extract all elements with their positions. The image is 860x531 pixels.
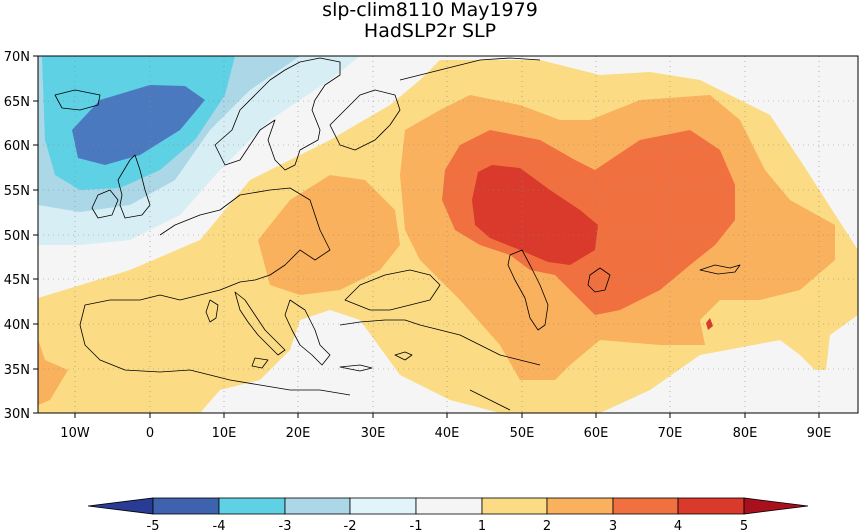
x-tick-label: 0 — [146, 426, 154, 441]
colorbar-label: 2 — [543, 519, 551, 531]
y-tick-label: 55N — [4, 184, 30, 199]
x-tick-label: 60E — [584, 426, 609, 441]
colorbar-high-arrow — [743, 497, 809, 515]
map-title: slp-clim8110 May1979 HadSLP2r SLP — [0, 0, 860, 42]
x-tick-label: 10W — [60, 426, 90, 441]
x-tick-label: 90E — [807, 426, 832, 441]
colorbar-label: -1 — [410, 519, 423, 531]
colorbar-bin — [415, 497, 483, 515]
x-tick-label: 40E — [435, 426, 460, 441]
colorbar-label: -5 — [147, 519, 160, 531]
y-tick-label: 65N — [4, 95, 30, 110]
colorbar-bin — [612, 497, 679, 515]
colorbar — [87, 497, 809, 515]
colorbar-label: 3 — [609, 519, 617, 531]
x-tick-label: 50E — [510, 426, 535, 441]
colorbar-bin — [349, 497, 417, 515]
colorbar-bin — [481, 497, 548, 515]
contour-p4-spot — [706, 318, 713, 330]
colorbar-label: 4 — [674, 519, 682, 531]
x-tick-label: 30E — [361, 426, 386, 441]
colorbar-bin — [546, 497, 614, 515]
contour-field — [38, 56, 858, 413]
y-tick-label: 40N — [4, 318, 30, 333]
colorbar-labels: -5 -4 -3 -2 -1 1 2 3 4 5 — [147, 519, 749, 531]
x-tick-label: 10E — [212, 426, 237, 441]
y-tick-label: 60N — [4, 139, 30, 154]
y-tick-label: 45N — [4, 273, 30, 288]
colorbar-label: 5 — [740, 519, 748, 531]
x-tick-label: 80E — [733, 426, 758, 441]
contour-neg4-region — [72, 85, 205, 165]
colorbar-bin — [284, 497, 351, 515]
colorbar-low-arrow — [87, 497, 154, 515]
y-axis-labels: 30N 35N 40N 45N 50N 55N 60N 65N 70N — [4, 50, 30, 422]
x-axis-labels: 10W 0 10E 20E 30E 40E 50E 60E 70E 80E 90… — [60, 426, 831, 441]
colorbar-label: -4 — [213, 519, 226, 531]
graticule — [38, 56, 858, 413]
x-tick-label: 70E — [658, 426, 683, 441]
title-line-1: slp-clim8110 May1979 — [322, 0, 538, 21]
colorbar-label: 1 — [478, 519, 486, 531]
coastlines — [54, 57, 741, 411]
title-line-2: HadSLP2r SLP — [363, 20, 497, 42]
colorbar-bin — [218, 497, 286, 515]
contour-p2-region-south — [38, 339, 68, 405]
y-tick-label: 30N — [4, 407, 30, 422]
colorbar-bin — [152, 497, 220, 515]
y-tick-label: 70N — [4, 50, 30, 65]
colorbar-bin — [677, 497, 745, 515]
colorbar-label: -2 — [344, 519, 357, 531]
colorbar-label: -3 — [279, 519, 292, 531]
y-tick-label: 50N — [4, 229, 30, 244]
tick-marks — [33, 55, 820, 418]
x-tick-label: 20E — [286, 426, 311, 441]
y-tick-label: 35N — [4, 363, 30, 378]
